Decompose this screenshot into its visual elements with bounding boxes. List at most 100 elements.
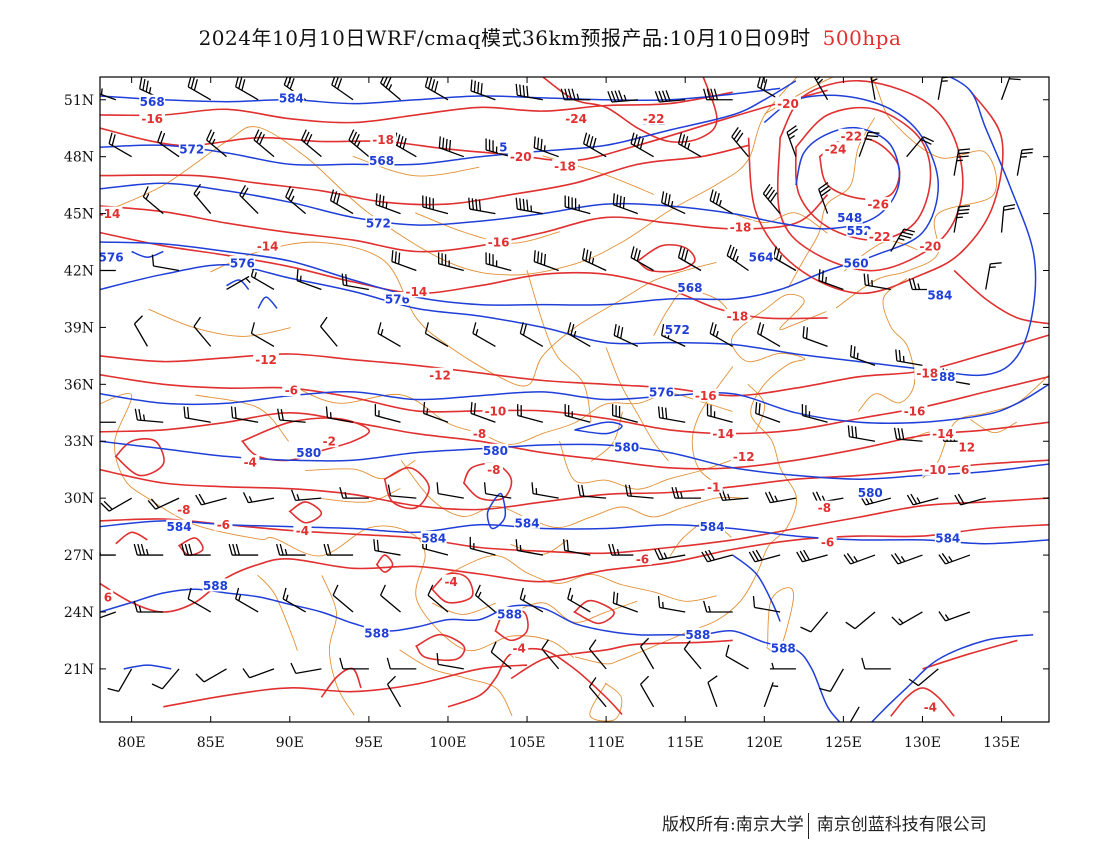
- svg-text:572: 572: [179, 143, 204, 157]
- wind-barb: [331, 77, 354, 101]
- wind-barb: [373, 539, 401, 556]
- svg-text:-8: -8: [818, 501, 831, 515]
- boundary-line: [747, 383, 766, 432]
- wind-barb: [235, 77, 259, 101]
- wind-barb: [560, 88, 591, 101]
- wind-barb: [764, 491, 797, 504]
- svg-text:-12: -12: [733, 450, 755, 464]
- wind-barb: [133, 600, 164, 613]
- wind-barb: [183, 406, 211, 423]
- svg-text:-16: -16: [488, 236, 510, 250]
- temperature-contour-label: -18: [552, 159, 578, 174]
- wind-barb: [908, 668, 939, 687]
- temperature-contour-label: -18: [724, 309, 751, 324]
- wind-barb: [195, 493, 227, 506]
- wind-barb: [843, 553, 876, 565]
- wind-barb: [339, 657, 369, 670]
- wind-barb: [228, 543, 259, 556]
- boundary-line: [305, 459, 416, 480]
- temperature-contour-label: -14: [710, 426, 737, 441]
- wind-barb: [818, 269, 844, 291]
- temperature-contour: [114, 438, 165, 477]
- wind-barb: [582, 132, 607, 158]
- wind-barb: [235, 587, 259, 613]
- height-contour: [100, 440, 1049, 480]
- y-tick-label: 42N: [64, 264, 94, 280]
- wind-barb: [938, 611, 971, 622]
- temperature-contour-label: -24: [563, 111, 589, 126]
- wind-barb: [107, 668, 133, 693]
- boundary-line: [148, 308, 291, 337]
- svg-text:-4: -4: [924, 700, 937, 714]
- wind-barb: [134, 408, 164, 423]
- x-tick-label: 115E: [667, 735, 704, 751]
- svg-text:-6: -6: [285, 384, 298, 398]
- wind-barb: [581, 248, 607, 272]
- boundary-line: [100, 77, 798, 276]
- company-text: 南京创蓝科技有限公司: [816, 815, 987, 835]
- wind-barb: [630, 246, 654, 272]
- wind-barb: [470, 401, 496, 423]
- svg-text:-10: -10: [485, 404, 507, 418]
- copyright-text: 版权所有:南京大学: [662, 815, 804, 835]
- svg-text:584: 584: [927, 289, 952, 303]
- temperature-contour-label: -18: [370, 132, 397, 147]
- height-contour-label: 568: [677, 280, 703, 295]
- wind-barb: [424, 322, 449, 347]
- temperature-contour: [288, 501, 323, 524]
- wind-barb: [731, 127, 749, 158]
- svg-text:-14: -14: [257, 239, 279, 253]
- wind-barb: [391, 250, 417, 272]
- wind-barb: [677, 132, 702, 158]
- wind-barb: [230, 406, 259, 423]
- wind-barb: [1000, 203, 1016, 233]
- temperature-contour-label: -24: [822, 142, 849, 157]
- wind-barb: [533, 250, 559, 272]
- wind-barb: [329, 189, 354, 215]
- temperature-contour-label: -18: [727, 219, 754, 234]
- wind-barb: [612, 193, 638, 215]
- wind-barb: [661, 191, 686, 215]
- temperature-contour-label: -2: [320, 434, 339, 449]
- wind-barb: [438, 136, 465, 158]
- height-labels: 5685845725685532576576572576564568548552…: [100, 90, 961, 656]
- y-tick-label: 36N: [64, 377, 94, 393]
- temperature-contour-label: 6: [102, 589, 114, 604]
- wind-barb: [519, 587, 544, 613]
- wind-barb: [374, 404, 401, 423]
- boundary-line: [558, 440, 734, 490]
- wind-barb: [533, 136, 559, 158]
- temperature-contour-label: -12: [427, 367, 453, 382]
- wind-barb: [206, 129, 227, 158]
- x-tick-label: 90E: [276, 735, 304, 751]
- temperature-contour: [100, 523, 1049, 613]
- wind-barb: [849, 706, 860, 722]
- temperature-contour: [953, 269, 1049, 325]
- wind-barb: [226, 275, 251, 291]
- boundary-line: [590, 411, 623, 462]
- wind-barb: [706, 404, 733, 423]
- boundary-line: [400, 460, 749, 529]
- height-contour-label: 588: [770, 641, 797, 656]
- temperature-contour-label: -14: [930, 426, 956, 441]
- wind-barb: [657, 596, 686, 613]
- boundary-line: [510, 600, 638, 623]
- svg-text:568: 568: [140, 95, 165, 109]
- height-contour: [100, 80, 797, 166]
- wind-barb: [253, 129, 275, 158]
- wind-barb: [671, 486, 702, 499]
- wind-barb: [703, 600, 733, 613]
- svg-text:552: 552: [847, 224, 872, 238]
- wind-barb: [517, 404, 544, 423]
- temperature-contour-label: -6: [282, 383, 301, 398]
- svg-text:6: 6: [104, 590, 112, 604]
- wind-barb: [563, 539, 591, 556]
- wind-barb: [847, 425, 876, 442]
- height-contour-label: 548: [836, 210, 863, 225]
- y-tick-label: 30N: [64, 491, 94, 507]
- wind-barb: [515, 197, 543, 215]
- wind-barb: [748, 549, 781, 563]
- wind-barb: [870, 77, 878, 100]
- temperature-contour: [100, 231, 828, 320]
